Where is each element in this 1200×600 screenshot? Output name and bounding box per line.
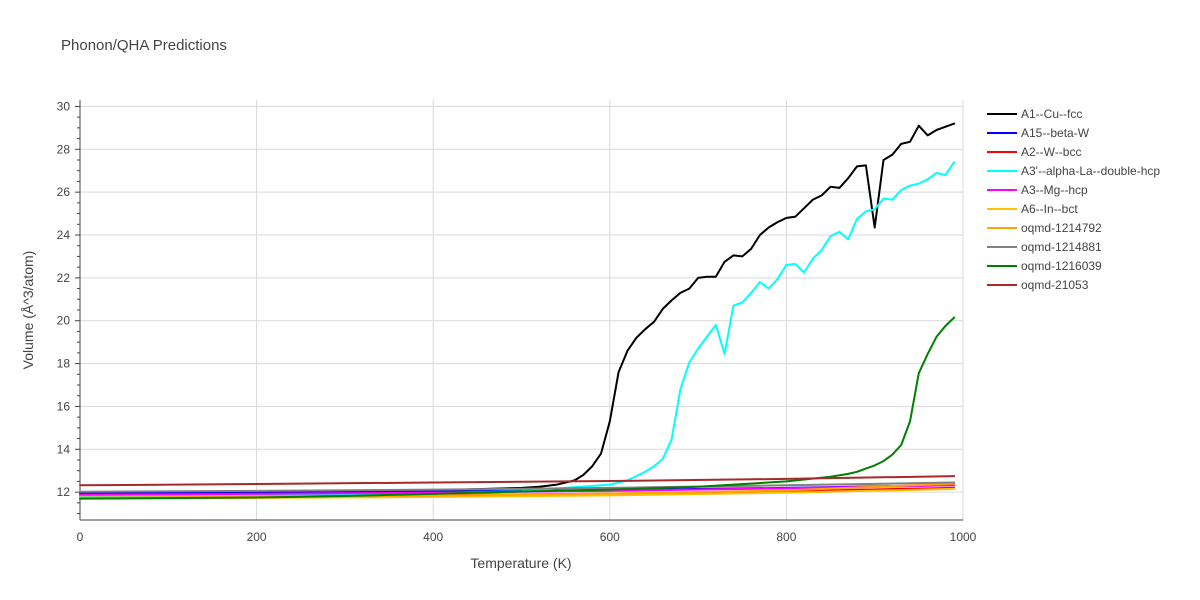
legend-label: A3'--alpha-La--double-hcp [1021, 164, 1160, 178]
legend-item[interactable]: A1--Cu--fcc [987, 107, 1082, 121]
axes-layer: 0 200 400 600 800 1000 12 14 16 18 20 22 24 26 28 30 [57, 99, 977, 544]
legend-item[interactable]: oqmd-1216039 [987, 259, 1102, 273]
chart-title: Phonon/QHA Predictions [61, 37, 227, 54]
legend-label: A6--In--bct [1021, 202, 1078, 216]
y-axis-title: Volume (Å^3/atom) [20, 251, 36, 370]
legend-label: oqmd-1216039 [1021, 259, 1102, 273]
series-line-3 [79, 161, 956, 497]
series-line-8 [79, 316, 956, 500]
y-tick-label: 26 [57, 185, 71, 199]
legend-item[interactable]: A3'--alpha-La--double-hcp [987, 164, 1160, 178]
legend-label: A2--W--bcc [1021, 145, 1081, 159]
legend-label: oqmd-1214792 [1021, 221, 1102, 235]
x-tick-label: 800 [776, 530, 796, 544]
x-tick-label: 0 [77, 530, 84, 544]
legend-label: oqmd-21053 [1021, 278, 1089, 292]
legend-label: A1--Cu--fcc [1021, 107, 1082, 121]
y-tick-label: 16 [57, 399, 71, 413]
y-tick-label: 12 [57, 485, 71, 499]
legend-item[interactable]: oqmd-1214881 [987, 240, 1102, 254]
x-tick-label: 200 [247, 530, 267, 544]
x-tick-label: 600 [600, 530, 620, 544]
legend-label: A15--beta-W [1021, 126, 1090, 140]
series-layer [79, 122, 956, 500]
y-tick-label: 24 [57, 228, 71, 242]
y-tick-label: 22 [57, 271, 71, 285]
legend-label: oqmd-1214881 [1021, 240, 1102, 254]
y-tick-label: 14 [57, 442, 71, 456]
legend-label: A3--Mg--hcp [1021, 183, 1088, 197]
y-tick-label: 20 [57, 314, 71, 328]
grid-layer [80, 100, 964, 520]
legend[interactable]: A1--Cu--fcc A15--beta-W A2--W--bcc A3'--alp… [987, 107, 1160, 292]
series-line-7 [79, 481, 956, 493]
y-tick-label: 28 [57, 142, 71, 156]
y-tick-label: 18 [57, 357, 71, 371]
x-tick-label: 1000 [950, 530, 977, 544]
legend-item[interactable]: A2--W--bcc [987, 145, 1081, 159]
series-line-0 [79, 122, 956, 497]
legend-item[interactable]: A15--beta-W [987, 126, 1090, 140]
series-line-9 [79, 475, 956, 487]
legend-item[interactable]: A6--In--bct [987, 202, 1078, 216]
x-tick-label: 400 [423, 530, 443, 544]
x-axis-title: Temperature (K) [470, 555, 571, 571]
legend-item[interactable]: A3--Mg--hcp [987, 183, 1088, 197]
legend-item[interactable]: oqmd-1214792 [987, 221, 1102, 235]
y-tick-label: 30 [57, 99, 71, 113]
legend-item[interactable]: oqmd-21053 [987, 278, 1089, 292]
